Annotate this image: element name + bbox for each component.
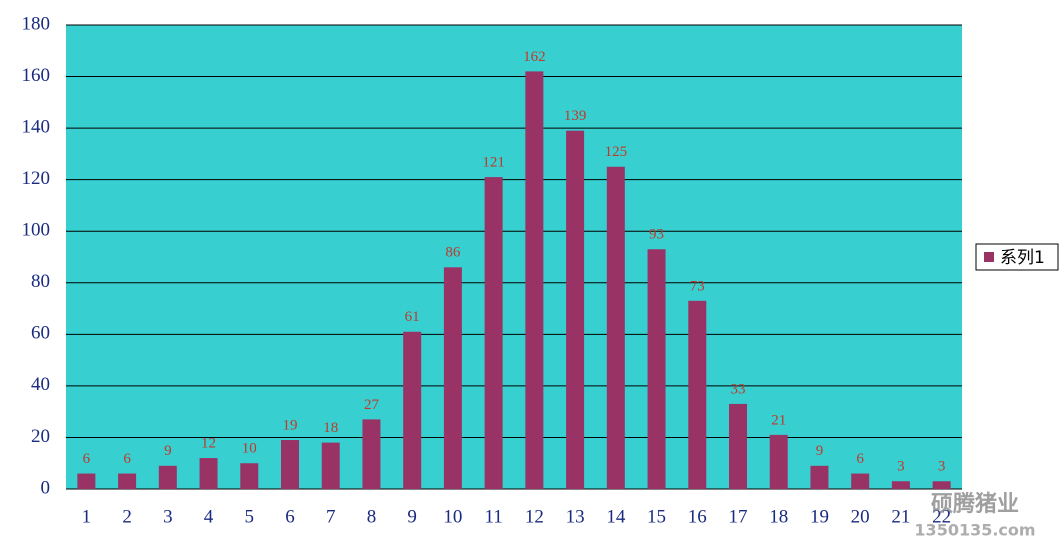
legend-label: 系列1 — [1000, 248, 1045, 268]
x-tick-label: 11 — [484, 506, 502, 527]
y-tick-label: 60 — [31, 323, 50, 344]
x-tick-label: 20 — [851, 506, 870, 527]
y-tick-label: 20 — [31, 426, 50, 447]
data-label: 6 — [83, 451, 91, 467]
data-label: 139 — [564, 108, 587, 124]
x-tick-label: 18 — [769, 506, 788, 527]
data-label: 6 — [856, 451, 864, 467]
x-tick-label: 16 — [688, 506, 707, 527]
data-label: 33 — [731, 381, 746, 397]
y-tick-label: 140 — [22, 116, 51, 137]
data-label: 93 — [649, 227, 664, 243]
y-tick-label: 160 — [22, 65, 51, 86]
bar — [851, 473, 870, 489]
bar — [769, 434, 788, 489]
plot-area — [66, 25, 962, 489]
bar — [77, 473, 96, 489]
x-tick-label: 12 — [525, 506, 544, 527]
data-label: 162 — [523, 49, 546, 65]
data-label: 73 — [690, 278, 705, 294]
bar — [484, 177, 503, 490]
data-label: 9 — [816, 443, 824, 459]
bar — [240, 463, 259, 489]
y-tick-label: 120 — [22, 168, 51, 189]
data-label: 3 — [938, 459, 946, 475]
bar — [403, 331, 422, 489]
data-label: 61 — [405, 309, 420, 325]
x-tick-label: 15 — [647, 506, 666, 527]
watermark: 硕腾猪业 — [931, 491, 1019, 517]
data-label: 21 — [771, 412, 786, 428]
x-tick-label: 13 — [566, 506, 585, 527]
x-tick-label: 21 — [891, 506, 910, 527]
x-tick-label: 17 — [729, 506, 748, 527]
legend: 系列1 — [975, 243, 1059, 271]
x-tick-label: 4 — [204, 506, 214, 527]
data-label: 6 — [123, 451, 131, 467]
x-tick-label: 3 — [163, 506, 173, 527]
x-tick-label: 9 — [407, 506, 417, 527]
bar — [281, 440, 299, 489]
data-label: 121 — [482, 155, 505, 171]
y-tick-label: 100 — [22, 220, 51, 241]
data-label: 18 — [323, 420, 338, 436]
x-tick-label: 5 — [245, 506, 255, 527]
x-tick-label: 1 — [82, 506, 92, 527]
bar — [606, 166, 625, 489]
data-label: 125 — [605, 144, 628, 160]
legend-swatch — [984, 252, 994, 262]
bar — [118, 473, 137, 489]
data-label: 3 — [897, 459, 905, 475]
bar — [647, 249, 666, 489]
x-tick-label: 10 — [443, 506, 462, 527]
data-label: 9 — [164, 443, 172, 459]
bar — [566, 130, 585, 489]
x-tick-label: 14 — [606, 506, 626, 527]
x-tick-label: 6 — [285, 506, 295, 527]
y-tick-label: 0 — [41, 477, 51, 498]
y-tick-label: 80 — [31, 271, 50, 292]
bar — [932, 481, 951, 489]
data-label: 86 — [445, 245, 461, 261]
bar — [321, 442, 340, 489]
bar — [810, 465, 829, 489]
data-label: 12 — [201, 436, 216, 452]
bar — [891, 481, 910, 489]
data-label: 27 — [364, 397, 380, 413]
bar — [688, 300, 707, 489]
y-tick-label: 40 — [31, 374, 50, 395]
x-tick-label: 8 — [367, 506, 377, 527]
data-label: 10 — [242, 441, 257, 457]
bar — [158, 465, 177, 489]
x-tick-label: 19 — [810, 506, 829, 527]
bar — [199, 458, 218, 489]
x-tick-label: 22 — [932, 506, 951, 527]
y-tick-label: 180 — [22, 13, 51, 34]
bar — [525, 71, 544, 490]
bar — [362, 419, 381, 489]
watermark-site: 1350135.com — [914, 521, 1035, 540]
x-tick-label: 2 — [122, 506, 132, 527]
x-tick-label: 7 — [326, 506, 336, 527]
bar — [729, 403, 747, 489]
bar — [443, 267, 462, 489]
data-label: 19 — [283, 417, 298, 433]
